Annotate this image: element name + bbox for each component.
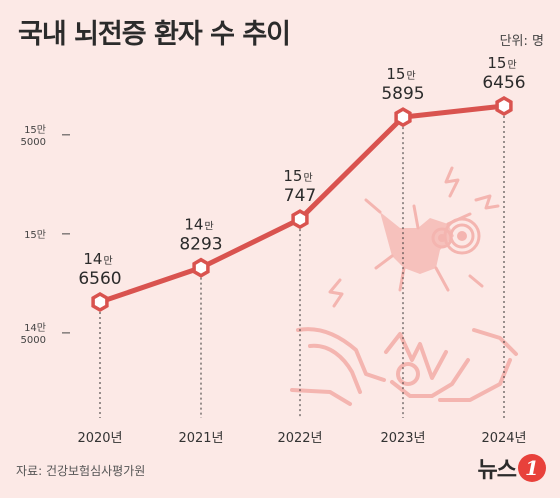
- data-label-suffix: 만: [204, 221, 213, 233]
- data-label-top: 14만: [83, 250, 112, 268]
- source-note: 자료: 건강보험심사평가원: [16, 464, 146, 478]
- data-point: [495, 95, 513, 117]
- y-tick-label: 15만: [24, 229, 46, 241]
- data-label-suffix: 만: [406, 70, 415, 82]
- y-tick-label: 5000: [21, 137, 46, 148]
- data-label-bottom: 5895: [381, 84, 424, 104]
- x-tick-label: 2024년: [481, 431, 526, 446]
- data-label-bottom: 8293: [179, 235, 222, 255]
- neuron-illustration: [328, 166, 500, 308]
- data-label-top: 15만: [283, 167, 312, 185]
- data-point: [192, 257, 210, 278]
- data-label-suffix: 만: [507, 59, 516, 71]
- data-point: [394, 107, 412, 128]
- x-tick-label: 2023년: [380, 431, 425, 446]
- data-label-top: 15만: [386, 65, 415, 83]
- logo-text: 뉴스: [477, 458, 517, 483]
- drop-lines: [99, 106, 505, 418]
- data-label-top: 15만: [487, 54, 516, 72]
- data-label-top: 14만: [184, 216, 213, 234]
- data-point: [91, 291, 109, 313]
- data-label-bottom: 6456: [482, 73, 525, 93]
- data-label-suffix: 만: [303, 172, 312, 184]
- unit-label: 단위: 명: [499, 34, 544, 49]
- x-tick-label: 2020년: [77, 431, 122, 446]
- x-tick-label: 2022년: [277, 431, 322, 446]
- x-tick-label: 2021년: [178, 431, 223, 446]
- y-tick-label: 5000: [21, 335, 46, 346]
- x-axis: 2020년 2021년 2022년 2023년 2024년: [77, 431, 526, 446]
- data-markers: [91, 95, 513, 313]
- person-illustration: [290, 327, 518, 406]
- data-point: [291, 209, 309, 230]
- data-label-suffix: 만: [103, 255, 112, 267]
- data-label-bottom: 6560: [78, 269, 121, 289]
- y-tick-label: 15만: [24, 124, 46, 136]
- y-tick-label: 14만: [24, 322, 46, 334]
- news1-logo: 뉴스 1: [478, 452, 546, 484]
- logo-mark: 1: [518, 454, 546, 482]
- page-title: 국내 뇌전증 환자 수 추이: [18, 19, 291, 50]
- data-label-bottom: 747: [284, 186, 316, 206]
